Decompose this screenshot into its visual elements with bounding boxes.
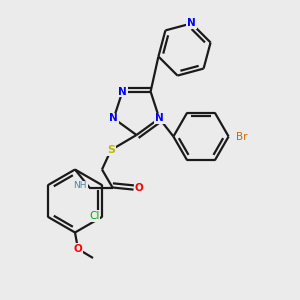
Text: N: N (118, 87, 127, 97)
Text: S: S (107, 145, 115, 155)
Text: Cl: Cl (89, 211, 99, 221)
Text: Br: Br (236, 131, 248, 142)
Text: NH: NH (74, 182, 87, 190)
Text: N: N (109, 113, 118, 123)
Text: N: N (155, 113, 164, 123)
Text: N: N (187, 18, 196, 28)
Text: O: O (134, 183, 143, 193)
Text: O: O (74, 244, 82, 254)
